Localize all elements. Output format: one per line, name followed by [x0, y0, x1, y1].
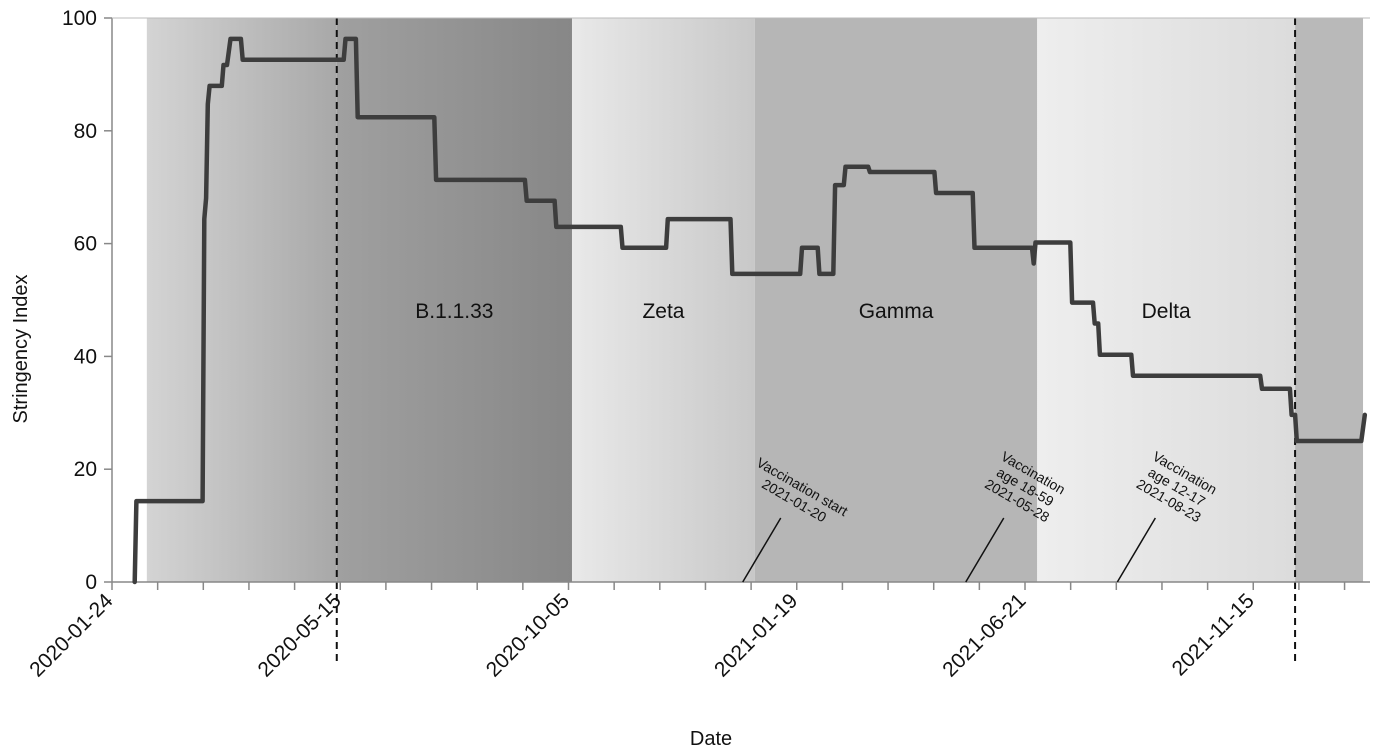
period-band — [754, 18, 1038, 582]
period-boundary-lines — [335, 18, 1297, 666]
period-band — [1037, 18, 1296, 582]
x-tick-label: 2020-10-05 — [482, 589, 574, 681]
annotation-leader-line — [742, 517, 782, 583]
variant-periods — [146, 18, 1364, 582]
x-tick-label: 2021-01-19 — [710, 589, 802, 681]
y-tick-label: 40 — [74, 345, 97, 368]
period-label: B.1.1.33 — [415, 300, 493, 323]
period-labels: B.1.1.33 Zeta Gamma Delta — [415, 300, 1191, 323]
annotation-leader-line — [1116, 517, 1156, 583]
period-band — [1295, 18, 1364, 582]
y-tick-label: 20 — [74, 458, 97, 481]
y-tick-label: 80 — [74, 120, 97, 143]
x-tick-label: 2020-01-24 — [25, 589, 117, 681]
period-label: Zeta — [642, 300, 684, 323]
annotation-leader-line — [965, 517, 1005, 583]
period-label: Gamma — [859, 300, 934, 323]
stringency-series-line — [132, 36, 1368, 585]
y-tick-label: 0 — [85, 571, 97, 594]
period-band — [146, 18, 337, 582]
period-label: Delta — [1142, 300, 1191, 323]
series-group — [132, 36, 1368, 585]
x-tick-label: 2020-05-15 — [254, 589, 346, 681]
period-band — [336, 18, 572, 582]
period-band — [571, 18, 755, 582]
y-axis-title: Stringency Index — [10, 275, 32, 424]
x-tick-label: 2021-11-15 — [1168, 589, 1259, 680]
y-tick-label: 100 — [62, 7, 97, 30]
x-axis-title: Date — [690, 728, 732, 750]
y-tick-label: 60 — [74, 233, 97, 256]
x-tick-label: 2021-06-21 — [938, 589, 1030, 681]
